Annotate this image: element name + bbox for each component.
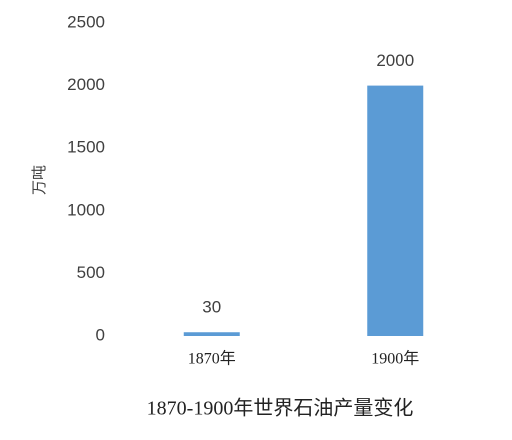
y-tick-label: 500 [77, 263, 105, 282]
y-tick-label: 2500 [67, 12, 105, 31]
y-tick-label: 0 [96, 325, 105, 344]
data-label: 2000 [376, 51, 414, 70]
x-tick-label: 1870年 [188, 350, 236, 368]
y-tick-label: 2000 [67, 75, 105, 94]
bar [183, 332, 240, 336]
chart-title: 1870-1900年世界石油产量变化 [147, 397, 414, 420]
x-tick-label: 1900年 [371, 350, 419, 368]
bar [367, 85, 424, 336]
data-label: 30 [202, 298, 221, 317]
y-tick-label: 1000 [67, 200, 105, 219]
y-axis-label: 万吨 [31, 165, 48, 195]
y-tick-label: 1500 [67, 138, 105, 157]
